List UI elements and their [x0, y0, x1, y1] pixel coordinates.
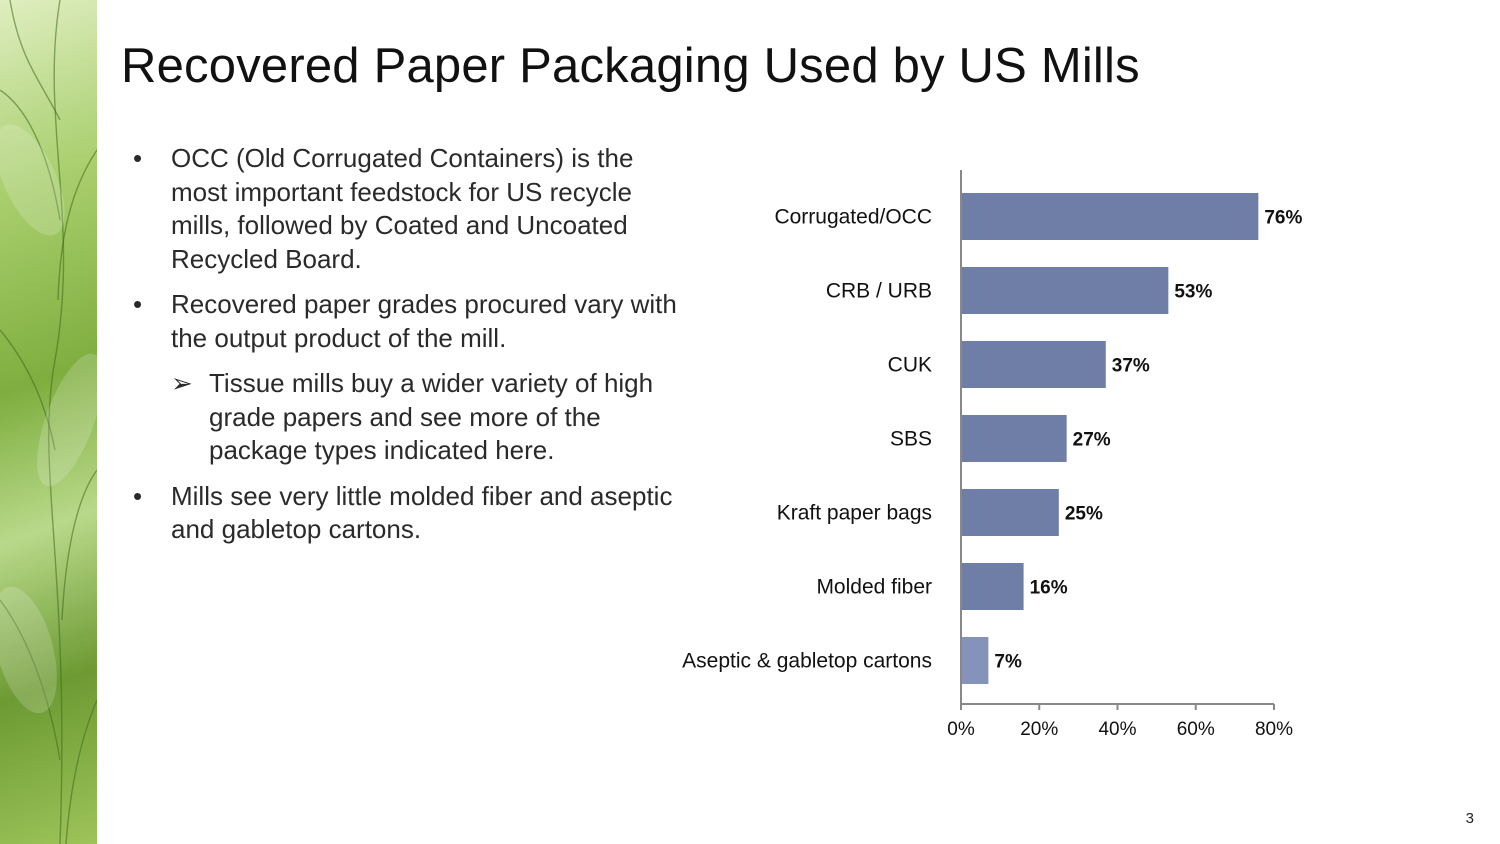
category-label: SBS	[890, 428, 932, 451]
data-label: 16%	[1030, 578, 1068, 599]
data-label: 25%	[1065, 504, 1103, 525]
bullet-text: Recovered paper grades procured vary wit…	[171, 289, 677, 353]
page-number: 3	[1465, 810, 1474, 827]
category-label: Corrugated/OCC	[774, 206, 932, 229]
bar-chart: Corrugated/OCC 76% CRB / URB 53% CUK 37% SBS 27…	[682, 170, 1302, 740]
leaf-background-decoration	[0, 0, 97, 844]
bullet-marker: •	[133, 480, 143, 511]
category-label: Molded fiber	[816, 576, 932, 599]
x-tick-label: 60%	[1177, 719, 1215, 740]
data-label: 53%	[1174, 282, 1212, 303]
bar	[961, 489, 1059, 536]
data-label: 27%	[1073, 430, 1111, 451]
bar	[961, 563, 1024, 610]
bar	[961, 637, 989, 684]
bullet-marker: •	[133, 143, 143, 173]
bullet-text: OCC (Old Corrugated Containers) is the m…	[171, 143, 634, 274]
x-tick-label: 80%	[1255, 719, 1293, 740]
bullet-list: • OCC (Old Corrugated Containers) is the…	[133, 142, 693, 559]
bar	[961, 193, 1259, 240]
category-label: CRB / URB	[826, 280, 932, 303]
bullet-item: • Recovered paper grades procured vary w…	[133, 288, 693, 355]
bullet-marker: •	[133, 289, 143, 319]
x-tick-label: 40%	[1098, 719, 1136, 740]
category-label: Aseptic & gabletop cartons	[682, 650, 932, 673]
bar	[961, 341, 1106, 388]
arrow-bullet-icon: ➢	[171, 368, 193, 398]
x-tick-label: 0%	[947, 719, 975, 740]
bar	[961, 267, 1169, 314]
data-label: 37%	[1112, 356, 1150, 377]
sub-bullet-item: ➢ Tissue mills buy a wider variety of hi…	[133, 367, 693, 468]
leaf-veins-icon	[0, 0, 97, 844]
slide-title: Recovered Paper Packaging Used by US Mil…	[121, 39, 1140, 93]
bullet-text: Mills see very little molded fiber and a…	[171, 480, 673, 545]
data-label: 7%	[994, 652, 1022, 673]
data-label: 76%	[1264, 208, 1302, 229]
bullet-item: • Mills see very little molded fiber and…	[133, 480, 693, 547]
category-label: Kraft paper bags	[777, 502, 932, 525]
sub-bullet-text: Tissue mills buy a wider variety of high…	[209, 368, 654, 465]
bullet-item: • OCC (Old Corrugated Containers) is the…	[133, 142, 693, 276]
category-label: CUK	[888, 354, 932, 377]
x-tick-label: 20%	[1020, 719, 1058, 740]
bar	[961, 415, 1067, 462]
